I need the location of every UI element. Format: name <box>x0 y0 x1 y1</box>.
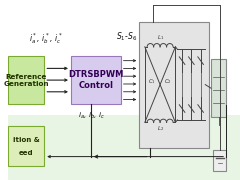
Text: $C_1$: $C_1$ <box>148 77 156 86</box>
FancyBboxPatch shape <box>139 22 209 148</box>
Text: $i_a^*$, $i_b^*$, $i_c^*$: $i_a^*$, $i_b^*$, $i_c^*$ <box>29 31 63 46</box>
Text: Reference
Generation: Reference Generation <box>4 74 49 87</box>
Text: DTRSBPWM
Control: DTRSBPWM Control <box>68 70 124 90</box>
FancyBboxPatch shape <box>71 56 121 104</box>
Text: $i_a$, $i_b$, $i_c$: $i_a$, $i_b$, $i_c$ <box>78 111 105 121</box>
Text: eed: eed <box>19 150 34 156</box>
FancyBboxPatch shape <box>8 115 240 180</box>
FancyBboxPatch shape <box>8 126 44 166</box>
Text: $L_2$: $L_2$ <box>156 125 164 133</box>
Text: $S_1$-$S_6$: $S_1$-$S_6$ <box>116 31 137 43</box>
Text: ition &: ition & <box>13 137 40 143</box>
FancyBboxPatch shape <box>211 59 226 117</box>
Text: $C_2$: $C_2$ <box>164 77 172 86</box>
Text: $L_1$: $L_1$ <box>156 33 164 42</box>
FancyBboxPatch shape <box>213 150 226 171</box>
FancyBboxPatch shape <box>8 56 44 104</box>
